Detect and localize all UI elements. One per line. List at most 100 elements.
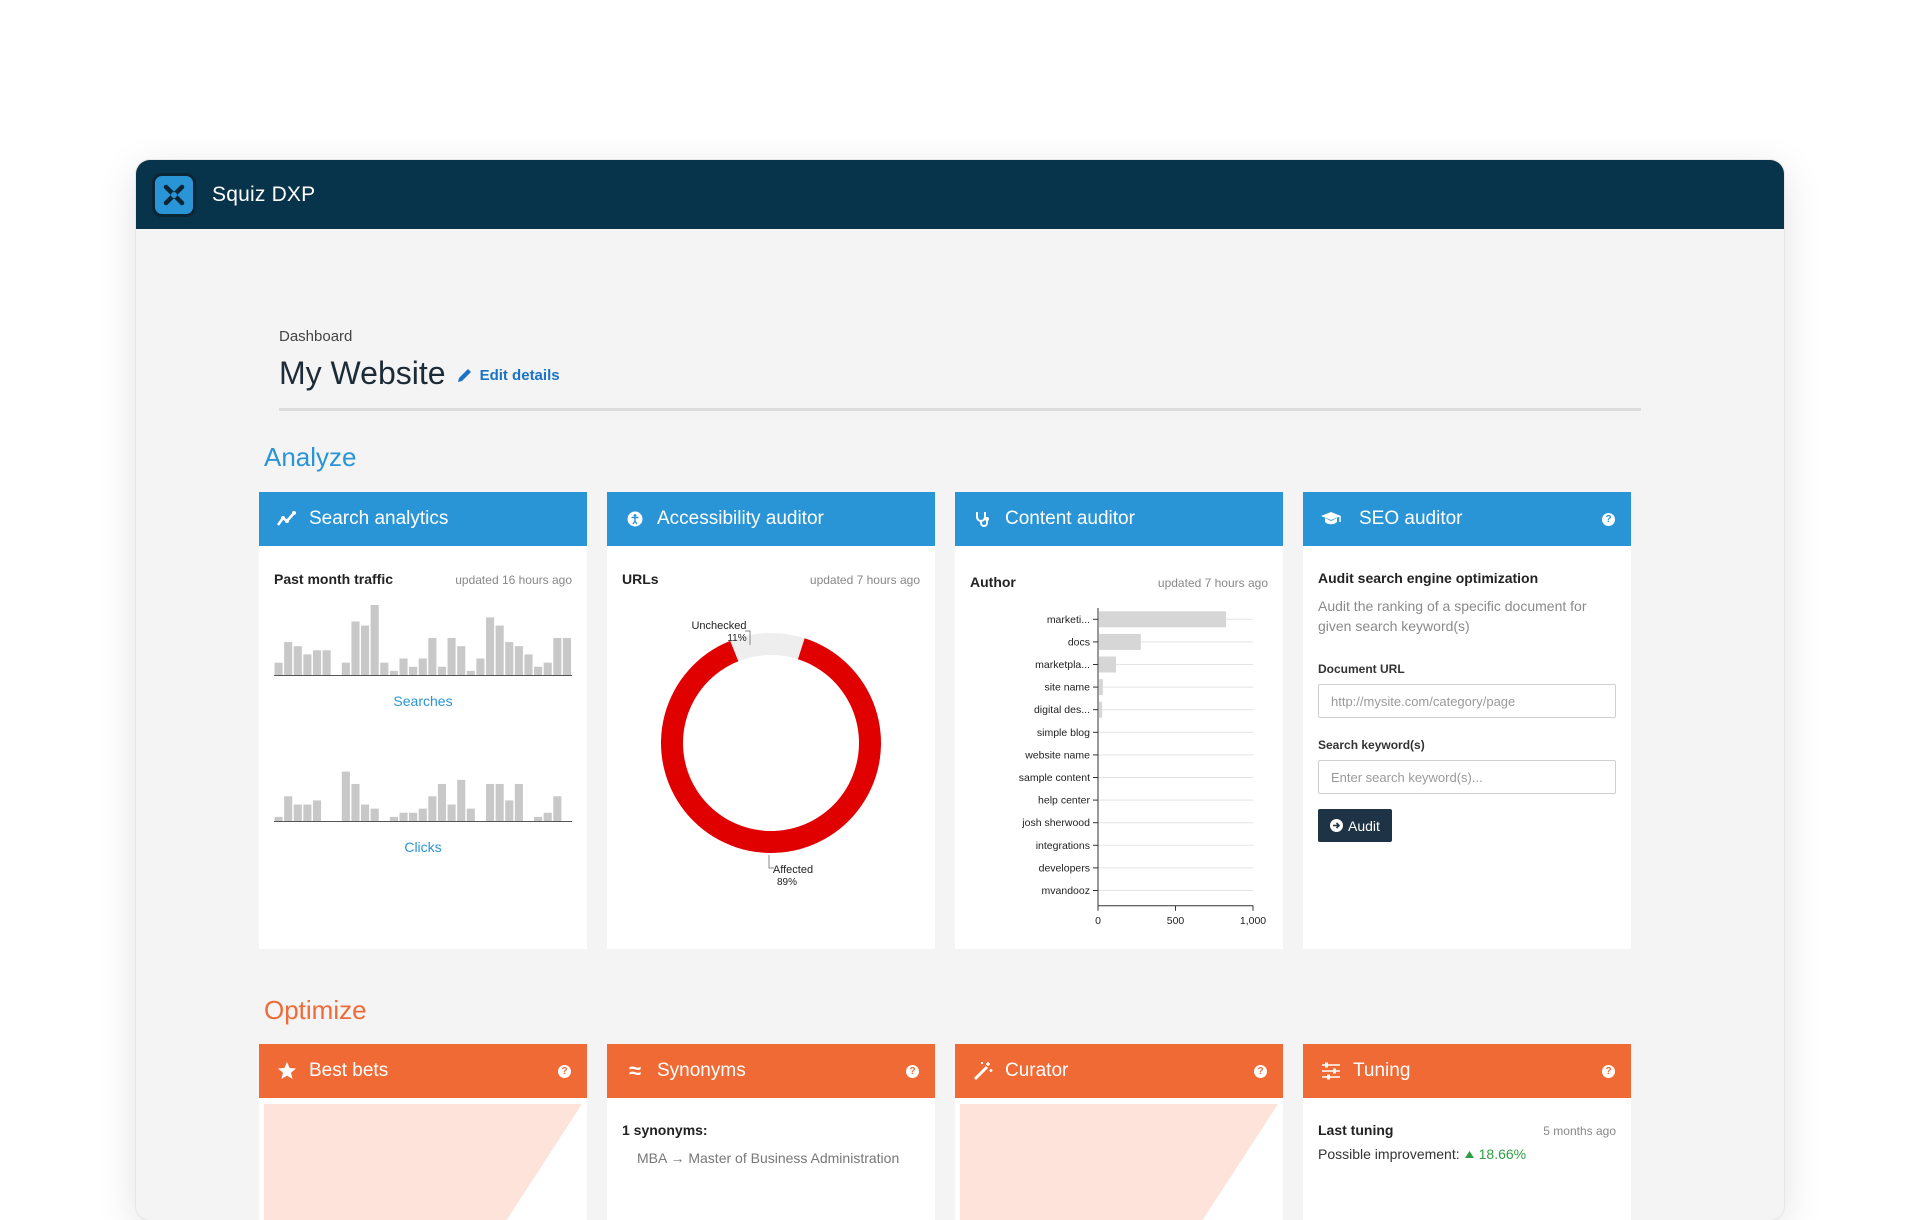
breadcrumb[interactable]: Dashboard (279, 328, 353, 345)
synonym-to: Master of Business Administration (688, 1150, 900, 1166)
spark-bar (399, 812, 408, 821)
author-bar-chart[interactable]: marketi... docs marketpla... site name digit… (955, 594, 1283, 944)
search-keyword-input[interactable] (1318, 760, 1616, 794)
spark-bar (389, 670, 398, 675)
spark-bar (293, 646, 302, 675)
seo-description: Audit the ranking of a specific document… (1318, 598, 1587, 634)
spark-bar (284, 642, 293, 675)
synonyms-title: Synonyms (657, 1060, 746, 1081)
accessibility-icon (623, 511, 647, 527)
edit-details-link[interactable]: Edit details (456, 366, 560, 384)
content-auditor-header[interactable]: Content auditor (955, 492, 1283, 546)
seo-auditor-title: SEO auditor (1359, 508, 1463, 529)
spark-bar (389, 816, 398, 821)
curator-card: Curator ? (955, 1044, 1283, 1220)
author-bar (1099, 679, 1103, 696)
help-icon[interactable]: ? (906, 1064, 919, 1078)
spark-bar (553, 796, 562, 821)
donut-label-affected: Affected (773, 864, 813, 876)
top-bar: Squiz DXP (136, 160, 1784, 229)
seo-auditor-header[interactable]: SEO auditor ? (1303, 492, 1631, 546)
curator-header[interactable]: Curator ? (955, 1044, 1283, 1098)
document-url-label: Document URL (1318, 662, 1405, 676)
spark-bar (553, 637, 562, 675)
app-title: Squiz DXP (212, 182, 316, 206)
y-tick-label: digital des... (1034, 704, 1090, 716)
best-bets-title: Best bets (309, 1060, 389, 1081)
stethoscope-icon (971, 510, 995, 528)
search-analytics-title: Search analytics (309, 508, 449, 529)
donut-label-unchecked: Unchecked (691, 620, 746, 632)
synonym-entry[interactable]: MBA → Master of Business Administration (637, 1150, 905, 1166)
best-bets-card: Best bets ? (259, 1044, 587, 1220)
y-tick-label: integrations (1036, 840, 1090, 852)
spark-bar (409, 666, 418, 675)
synonyms-card: ≈ Synonyms ? 1 synonyms: MBA → Master of… (607, 1044, 935, 1220)
author-bar (1099, 611, 1227, 628)
help-icon[interactable]: ? (558, 1064, 571, 1078)
best-bets-header[interactable]: Best bets ? (259, 1044, 587, 1098)
spark-bar (341, 662, 350, 675)
accessibility-header[interactable]: Accessibility auditor (607, 492, 935, 546)
spark-bar (322, 650, 331, 675)
spark-bar (370, 808, 379, 821)
spark-bar (524, 654, 533, 675)
spark-bar (514, 783, 523, 821)
spark-bar (476, 658, 485, 675)
audit-button[interactable]: Audit (1318, 809, 1392, 842)
clicks-sparkline[interactable] (259, 739, 587, 839)
spark-bar (380, 662, 389, 675)
spark-bar (399, 658, 408, 675)
spark-bar (428, 637, 437, 675)
synonyms-header[interactable]: ≈ Synonyms ? (607, 1044, 935, 1098)
spark-bar (505, 800, 514, 821)
content-auditor-card: Content auditor Author updated 7 hours a… (955, 492, 1283, 949)
synonym-arrow: → (670, 1150, 685, 1166)
x-tick-label: 1,000 (1240, 915, 1266, 927)
improvement-label: Possible improvement: (1318, 1146, 1460, 1162)
squiz-logo-icon[interactable] (152, 172, 196, 217)
caret-up-icon (1464, 1150, 1474, 1158)
spark-bar (562, 637, 571, 675)
tuning-header[interactable]: Tuning ? (1303, 1044, 1631, 1098)
author-bar (1099, 701, 1103, 718)
x-tick-label: 0 (1095, 915, 1101, 927)
search-keyword-label: Search keyword(s) (1318, 738, 1425, 752)
y-tick-label: website name (1024, 749, 1090, 761)
spark-bar (312, 800, 322, 821)
document-url-input[interactable] (1318, 684, 1616, 718)
y-tick-label: sample content (1019, 772, 1090, 784)
spark-bar (361, 804, 370, 821)
donut-percent-unchecked: 11% (727, 633, 746, 644)
help-icon[interactable]: ? (1254, 1064, 1267, 1078)
synonym-from: MBA (637, 1150, 667, 1166)
y-tick-label: marketi... (1047, 614, 1090, 626)
spark-bar (457, 779, 466, 821)
search-analytics-header[interactable]: Search analytics (259, 492, 587, 546)
y-tick-label: simple blog (1037, 727, 1090, 739)
approx-icon: ≈ (628, 1058, 642, 1083)
spark-bar (312, 650, 322, 675)
help-icon[interactable]: ? (1602, 1064, 1615, 1078)
donut-percent-affected: 89% (777, 877, 797, 888)
clicks-label[interactable]: Clicks (404, 839, 442, 855)
spark-bar (351, 783, 360, 821)
y-tick-label: help center (1038, 795, 1090, 807)
searches-sparkline[interactable] (259, 593, 587, 693)
spark-bar (543, 662, 552, 675)
y-tick-label: mvandooz (1042, 885, 1090, 897)
seo-heading: Audit search engine optimization (1318, 570, 1539, 586)
searches-label[interactable]: Searches (393, 693, 453, 709)
page-header: Dashboard My Website Edit details (279, 328, 1641, 411)
y-tick-label: site name (1044, 682, 1090, 694)
spark-bar (409, 812, 418, 821)
spark-bar (534, 666, 543, 675)
app-window: Squiz DXP Dashboard My Website Edit deta… (136, 160, 1784, 1220)
tuning-card: Tuning ? Last tuning 5 months ago Possib… (1303, 1044, 1631, 1220)
help-icon[interactable]: ? (1602, 512, 1615, 526)
spark-bar (505, 642, 514, 675)
author-bar (1099, 633, 1141, 650)
seo-auditor-card: SEO auditor ? Audit search engine optimi… (1303, 492, 1631, 949)
spark-bar (274, 662, 283, 675)
